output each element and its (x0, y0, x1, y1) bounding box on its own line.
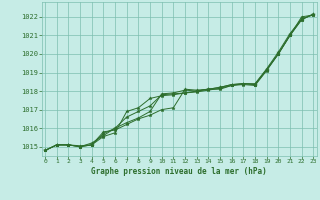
X-axis label: Graphe pression niveau de la mer (hPa): Graphe pression niveau de la mer (hPa) (91, 167, 267, 176)
